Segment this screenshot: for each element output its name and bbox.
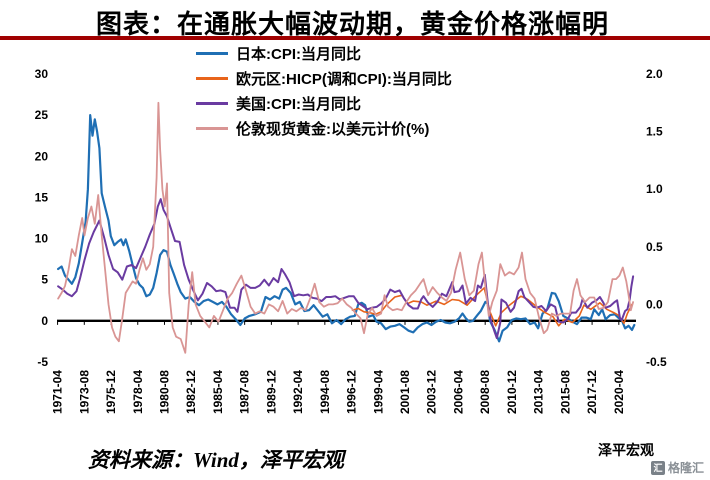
gelonghui-logo: 汇 格隆汇 [650, 459, 704, 476]
brand-text: 泽平宏观 [598, 444, 654, 459]
y-axis-left-tick-label: 10 [35, 232, 49, 246]
chart-area: 30 25 20 15 10 5 0 -5 2.0 1.5 1.0 0.5 0.0 -0.5 1971-04… [0, 40, 710, 440]
x-axis-tick-label: 1971-04 [51, 370, 65, 414]
gelonghui-logo-text: 格隆汇 [667, 461, 704, 475]
y-axis-right-tick-label: 0.5 [646, 240, 663, 254]
y-axis-right-tick-label: 0.0 [646, 297, 663, 311]
y-axis-right-tick-label: 1.5 [646, 125, 663, 139]
y-axis-left-tick-label: -5 [37, 355, 48, 369]
legend-label: 日本:CPI:当月同比 [236, 46, 361, 63]
y-axis-left-tick-label: 15 [35, 190, 49, 204]
x-axis-tick-label: 2010-12 [505, 370, 519, 414]
x-axis-tick-label: 1975-12 [104, 370, 118, 414]
x-axis-tick-label: 1989-12 [264, 370, 278, 414]
x-axis-labels: 1971-04 1973-08 1975-12 1978-04 1980-08 1982-… [51, 320, 626, 414]
x-axis-tick-label: 1992-04 [291, 370, 305, 414]
series-japan-cpi-line [57, 114, 636, 343]
series-us-cpi-line [57, 198, 635, 340]
y-axis-left-tick-label: 0 [41, 314, 48, 328]
y-axis-right-tick-label: 2.0 [646, 67, 663, 81]
legend-line-swatch [196, 77, 228, 80]
x-axis-tick-label: 1987-08 [238, 370, 252, 414]
x-axis-tick-label: 2008-08 [478, 370, 492, 414]
x-axis-tick-label: 1999-04 [371, 370, 385, 414]
x-axis-tick-label: 1985-04 [211, 370, 225, 414]
x-axis-tick-label: 1982-12 [184, 370, 198, 414]
legend-item-eurozone-hicp: 欧元区:HICP(调和CPI):当月同比 [196, 69, 452, 88]
x-axis-tick-label: 2017-12 [585, 370, 599, 414]
chart-title: 图表：在通胀大幅波动期，黄金价格涨幅明 [96, 10, 610, 39]
x-axis-tick-label: 1994-08 [318, 370, 332, 414]
legend-item-japan-cpi: 日本:CPI:当月同比 [196, 44, 452, 63]
legend-label: 美国:CPI:当月同比 [236, 96, 361, 113]
y-axis-right-labels: 2.0 1.5 1.0 0.5 0.0 -0.5 [646, 67, 667, 369]
gelonghui-logo-icon: 汇 [650, 460, 665, 475]
x-axis-tick-label: 2001-08 [398, 370, 412, 414]
data-source-note: 资料来源：Wind，泽平宏观 [88, 448, 344, 472]
series-london-gold-line [57, 101, 634, 354]
y-axis-left-tick-label: 30 [35, 67, 49, 81]
x-axis-tick-label: 1973-08 [77, 370, 91, 414]
plot-svg: 30 25 20 15 10 5 0 -5 2.0 1.5 1.0 0.5 0.0 -0.5 1971-04… [35, 67, 667, 414]
y-axis-right-tick-label: 1.0 [646, 182, 663, 196]
legend-item-us-cpi: 美国:CPI:当月同比 [196, 94, 452, 113]
y-axis-right-tick-label: -0.5 [646, 355, 667, 369]
x-axis-tick-label: 2020-04 [612, 370, 626, 414]
x-axis-tick-label: 1996-12 [345, 370, 359, 414]
x-axis-tick-label: 1978-04 [131, 370, 145, 414]
x-axis-tick-label: 1980-08 [157, 370, 171, 414]
x-axis-tick-label: 2013-04 [532, 370, 546, 414]
x-axis-tick-label: 2015-08 [558, 370, 572, 414]
y-axis-left-tick-label: 20 [35, 149, 49, 163]
y-axis-left-tick-label: 5 [41, 273, 48, 287]
legend-item-london-gold: 伦敦现货黄金:以美元计价(%) [196, 119, 452, 138]
legend-label: 欧元区:HICP(调和CPI):当月同比 [236, 71, 452, 88]
legend-line-swatch [196, 127, 228, 130]
title-rule [0, 36, 710, 40]
series-eurozone-hicp-line [351, 287, 633, 327]
legend: 日本:CPI:当月同比 欧元区:HICP(调和CPI):当月同比 美国:CPI:… [196, 44, 452, 138]
legend-line-swatch [196, 52, 228, 55]
legend-label: 伦敦现货黄金:以美元计价(%) [236, 121, 430, 138]
y-axis-left-labels: 30 25 20 15 10 5 0 -5 [35, 67, 49, 369]
x-axis-tick-label: 2006-04 [451, 370, 465, 414]
y-axis-left-tick-label: 25 [35, 108, 49, 122]
legend-line-swatch [196, 102, 228, 105]
x-axis-tick-label: 2003-12 [425, 370, 439, 414]
